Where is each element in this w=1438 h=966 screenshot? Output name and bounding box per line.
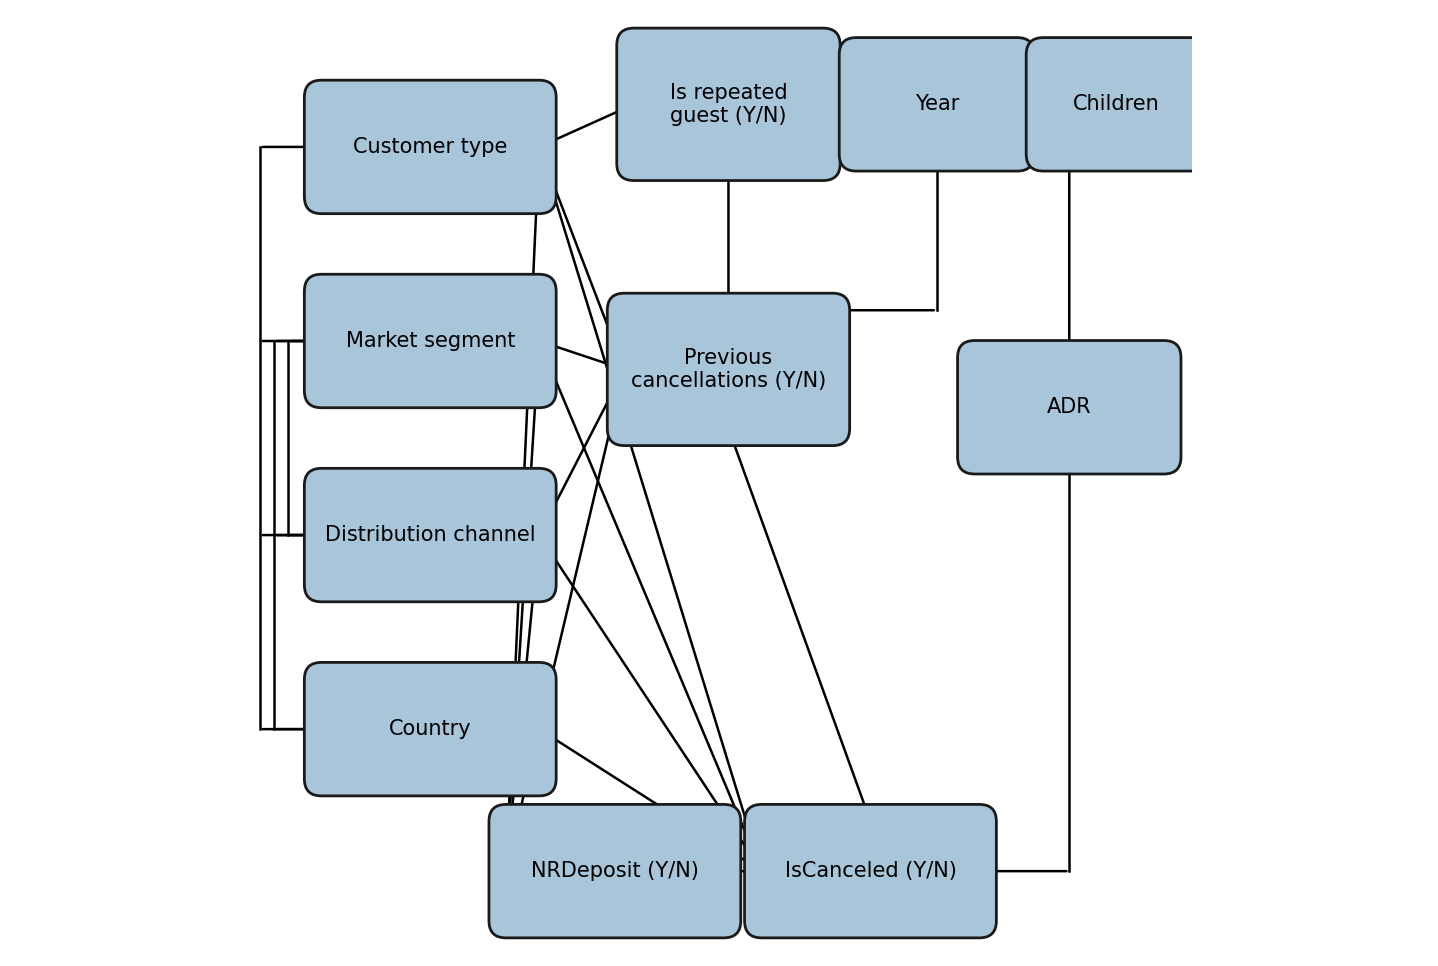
FancyBboxPatch shape — [489, 805, 741, 938]
Text: Children: Children — [1073, 95, 1160, 114]
FancyBboxPatch shape — [305, 274, 557, 408]
FancyBboxPatch shape — [1027, 38, 1206, 171]
FancyBboxPatch shape — [305, 469, 557, 602]
Text: Customer type: Customer type — [354, 137, 508, 156]
FancyBboxPatch shape — [617, 28, 840, 181]
FancyBboxPatch shape — [840, 38, 1034, 171]
Text: Year: Year — [915, 95, 959, 114]
FancyBboxPatch shape — [305, 663, 557, 796]
Text: Country: Country — [388, 719, 472, 739]
FancyBboxPatch shape — [958, 341, 1181, 474]
Text: Is repeated
guest (Y/N): Is repeated guest (Y/N) — [670, 83, 787, 126]
FancyBboxPatch shape — [305, 80, 557, 213]
Text: Distribution channel: Distribution channel — [325, 526, 535, 545]
Text: Market segment: Market segment — [345, 331, 515, 351]
Text: NRDeposit (Y/N): NRDeposit (Y/N) — [531, 861, 699, 881]
Text: ADR: ADR — [1047, 397, 1091, 417]
FancyBboxPatch shape — [607, 294, 850, 445]
Text: Previous
cancellations (Y/N): Previous cancellations (Y/N) — [631, 348, 825, 391]
Text: IsCanceled (Y/N): IsCanceled (Y/N) — [785, 861, 956, 881]
FancyBboxPatch shape — [745, 805, 997, 938]
